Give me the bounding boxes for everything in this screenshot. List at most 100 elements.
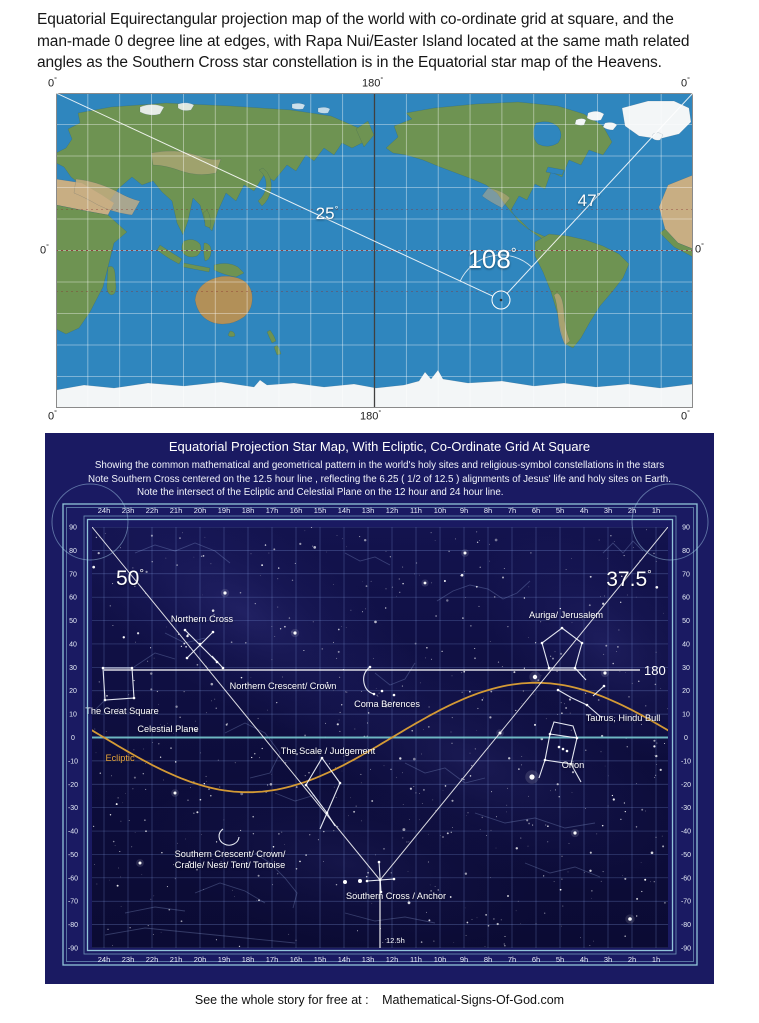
hour-top-3h: 3h (604, 506, 612, 515)
hour-top-15h: 15h (314, 506, 327, 515)
constellation-auriga-jerusalem: Auriga/ Jerusalem (529, 610, 603, 681)
constellation-taurus-hindu-bull: Taurus, Hindu Bull (556, 684, 660, 723)
dec-left--70: -70 (68, 899, 78, 906)
constellation-southern-cross: Southern Cross / Anchor (343, 860, 446, 901)
footer-site-name: Mathematical-Signs-Of-God.com (382, 993, 565, 1007)
constellation-scale-judgement: The Scale / Judgement (281, 746, 376, 830)
hour-bottom-16h: 16h (290, 955, 303, 964)
hour-bottom-5h: 5h (556, 955, 564, 964)
hour-top-24h: 24h (98, 506, 111, 515)
star-chart: Northern Cross The Great Square Northern C… (51, 483, 709, 966)
dec-right--20: -20 (681, 782, 691, 789)
map-edge-label-lon-bottom-right: 0° (681, 410, 690, 423)
frame-rect-0 (62, 503, 698, 966)
dec-left-20: 20 (69, 688, 77, 695)
hour-bottom-9h: 9h (460, 955, 468, 964)
hour-bottom-8h: 8h (484, 955, 492, 964)
hour-axis-labels: 24h 24h 23h 23h 22h 22h 21h 21h 20h 20h 19h 19h 18h 1… (98, 506, 660, 964)
hour-bottom-13h: 13h (362, 955, 375, 964)
star-map-subtitle-1: Showing the common mathematical and geom… (94, 460, 665, 471)
hour-top-7h: 7h (508, 506, 516, 515)
hour-bottom-22h: 22h (146, 955, 159, 964)
star-map-subtitle-2: Note Southern Cross centered on the 12.5… (88, 474, 671, 485)
constellation-great-square: The Great Square (85, 666, 159, 716)
hour-bottom-20h: 20h (194, 955, 207, 964)
celestial-plane-label: Celestial Plane (137, 724, 198, 734)
hour-top-5h: 5h (556, 506, 564, 515)
dec-left-30: 30 (69, 665, 77, 672)
dec-left--30: -30 (68, 805, 78, 812)
footer: See the whole story for free at : Mathem… (0, 993, 759, 1007)
map-edge-label-lon-top-center: 180° (362, 77, 384, 90)
easter-island-circle (491, 290, 511, 310)
dec-right--40: -40 (681, 829, 691, 836)
constellation-coma-berences: Coma Berences (354, 689, 420, 709)
constellation-label2-southern-crescent: Cradle/ Nest/ Tent/ Tortoise (175, 860, 285, 870)
page-title: Equatorial Equirectangular projection ma… (37, 9, 737, 74)
constellation-label-scale-judgement: The Scale / Judgement (281, 746, 376, 756)
hour-bottom-6h: 6h (532, 955, 540, 964)
frame-rect-3 (86, 518, 674, 952)
world-map: 25° 47° 108° (56, 93, 693, 408)
dec-right--30: -30 (681, 805, 691, 812)
angle-25-label: 25° (316, 204, 339, 223)
constellation-label-northern-crescent: Northern Crescent/ Crown (230, 681, 337, 691)
faint-constellation-lines (92, 540, 644, 944)
dec-left-50: 50 (69, 618, 77, 625)
map-edge-label-lon-bottom-left: 0° (48, 410, 57, 423)
hour-bottom-23h: 23h (122, 955, 135, 964)
map-edge-label-lon-bottom-center: 180° (360, 410, 382, 423)
dec-left--40: -40 (68, 829, 78, 836)
hour-top-6h: 6h (532, 506, 540, 515)
constellation-label-southern-crescent: Southern Crescent/ Crown/ (175, 849, 286, 859)
corner-circle-left (51, 483, 129, 561)
dec-right--70: -70 (681, 899, 691, 906)
hour-bottom-19h: 19h (218, 955, 231, 964)
constellation-northern-cross: Northern Cross (171, 614, 234, 670)
dec-left-90: 90 (69, 525, 77, 532)
hour-top-20h: 20h (194, 506, 207, 515)
constellation-label-northern-cross: Northern Cross (171, 614, 234, 624)
map-edge-label-lat-right: 0° (695, 243, 704, 256)
hour-top-9h: 9h (460, 506, 468, 515)
declination-axis-labels: 90 90 80 80 70 70 60 60 50 50 40 40 30 30 20 20 10 10 0 0 -1… (68, 525, 691, 953)
frame-rect-2 (83, 515, 677, 955)
hour-top-14h: 14h (338, 506, 351, 515)
dec-right-70: 70 (682, 571, 690, 578)
hour-bottom-11h: 11h (410, 955, 422, 964)
star-map-title: Equatorial Projection Star Map, With Ecl… (168, 439, 591, 454)
dec-left--80: -80 (68, 922, 78, 929)
hour-bottom-10h: 10h (434, 955, 447, 964)
ecliptic-label: Ecliptic (105, 753, 135, 763)
hour-bottom-18h: 18h (242, 955, 255, 964)
dec-right-20: 20 (682, 688, 690, 695)
dec-right--90: -90 (681, 946, 691, 953)
hour-top-8h: 8h (484, 506, 492, 515)
angle-arc-108 (459, 254, 532, 282)
easter-island-dot (499, 298, 503, 302)
angle-line-right (506, 93, 693, 294)
hour-top-21h: 21h (170, 506, 183, 515)
hour-bottom-14h: 14h (338, 955, 351, 964)
constellation-label-auriga-jerusalem: Auriga/ Jerusalem (529, 610, 603, 620)
hour-top-17h: 17h (266, 506, 279, 515)
dec-right-40: 40 (682, 641, 690, 648)
hour-top-18h: 18h (242, 506, 255, 515)
constellation-label-southern-cross: Southern Cross / Anchor (346, 891, 446, 901)
dec-left-40: 40 (69, 641, 77, 648)
angle-50-label: 50° (116, 567, 144, 590)
dec-right-10: 10 (682, 712, 690, 719)
dec-right-0: 0 (684, 735, 688, 742)
star-map-subtitle-3: Note the intersect of the Ecliptic and C… (137, 487, 504, 498)
dec-left--60: -60 (68, 875, 78, 882)
hour-top-4h: 4h (580, 506, 588, 515)
hour-top-11h: 11h (410, 506, 422, 515)
dec-right-50: 50 (682, 618, 690, 625)
hour-top-23h: 23h (122, 506, 135, 515)
hour-bottom-3h: 3h (604, 955, 612, 964)
constellation-northern-crescent: Northern Crescent/ Crown (230, 665, 376, 696)
dec-right--50: -50 (681, 852, 691, 859)
dec-left-0: 0 (71, 735, 75, 742)
constellations: Northern Cross The Great Square Northern C… (85, 610, 660, 901)
title-line-2: man-made 0 degree line at edges, with Ra… (37, 32, 690, 50)
